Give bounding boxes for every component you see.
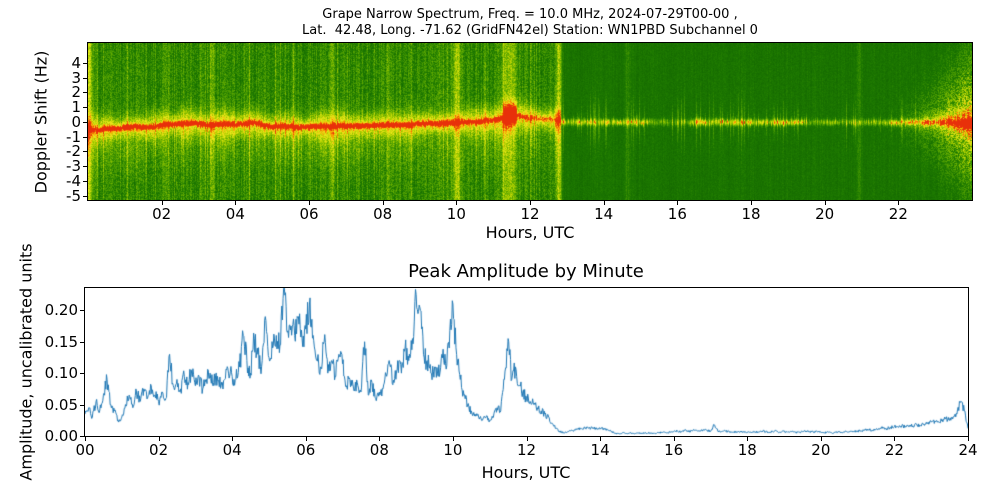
y-tick-label: 1	[71, 98, 81, 117]
x-tick-mark	[898, 201, 900, 205]
y-tick-label: 0.20	[44, 301, 78, 320]
y-tick-label: -1	[66, 127, 81, 146]
spectrogram-plot-area	[87, 42, 973, 201]
x-tick-mark	[382, 201, 384, 205]
x-tick-mark	[235, 201, 237, 205]
y-tick-mark	[83, 195, 87, 197]
spectrogram-x-axis-label: Hours, UTC	[485, 223, 575, 242]
y-tick-mark	[83, 77, 87, 79]
x-tick-label: 06	[299, 205, 319, 223]
x-tick-label: 24	[958, 441, 978, 459]
y-tick-label: 3	[71, 68, 81, 87]
y-tick-label: 2	[71, 83, 81, 102]
x-tick-mark	[751, 201, 752, 205]
y-tick-mark	[83, 62, 87, 64]
x-tick-mark	[456, 201, 458, 205]
amplitude-canvas	[85, 288, 968, 436]
x-tick-mark	[379, 437, 381, 441]
x-tick-mark	[530, 201, 531, 205]
y-tick-mark	[80, 373, 84, 375]
y-tick-mark	[83, 92, 87, 94]
x-tick-mark	[526, 437, 528, 441]
x-tick-mark	[747, 437, 749, 441]
x-tick-label: 00	[75, 441, 95, 459]
y-tick-label: -4	[66, 171, 81, 190]
y-tick-mark	[83, 166, 87, 168]
x-tick-label: 18	[741, 205, 761, 223]
x-tick-label: 02	[149, 441, 169, 459]
x-tick-label: 12	[520, 205, 540, 223]
x-tick-mark	[968, 437, 969, 441]
x-tick-mark	[600, 437, 602, 441]
x-tick-label: 22	[884, 441, 904, 459]
y-tick-mark	[83, 107, 87, 109]
y-tick-label: 0	[71, 112, 81, 131]
x-tick-mark	[824, 201, 826, 205]
figure-title-line2: Lat. 42.48, Long. -71.62 (GridFN42el) St…	[302, 23, 758, 38]
x-tick-label: 18	[737, 441, 757, 459]
y-tick-mark	[80, 404, 84, 406]
x-tick-label: 10	[443, 441, 463, 459]
x-tick-mark	[158, 437, 160, 441]
y-tick-label: -5	[66, 186, 81, 205]
x-tick-mark	[161, 201, 163, 205]
x-tick-mark	[452, 437, 454, 441]
spectrogram-canvas	[88, 43, 972, 200]
amplitude-x-axis-label: Hours, UTC	[481, 463, 571, 482]
x-tick-label: 20	[811, 441, 831, 459]
y-tick-mark	[80, 341, 84, 343]
x-tick-mark	[673, 437, 675, 441]
x-tick-label: 08	[373, 205, 393, 223]
x-tick-mark	[677, 201, 679, 205]
amplitude-plot-area	[84, 287, 969, 437]
y-tick-mark	[80, 310, 84, 312]
x-tick-label: 22	[888, 205, 908, 223]
x-tick-mark	[305, 437, 307, 441]
x-tick-label: 10	[446, 205, 466, 223]
y-tick-mark	[83, 121, 87, 123]
y-tick-mark	[83, 136, 87, 138]
x-tick-label: 04	[225, 205, 245, 223]
y-tick-mark	[80, 436, 84, 437]
y-tick-label: 4	[71, 53, 81, 72]
x-tick-label: 16	[664, 441, 684, 459]
amplitude-y-axis-label: Amplitude, uncalibrated units	[16, 243, 36, 481]
x-tick-mark	[309, 201, 310, 205]
x-tick-label: 20	[815, 205, 835, 223]
amplitude-chart-title: Peak Amplitude by Minute	[408, 261, 644, 282]
y-tick-label: 0.15	[44, 332, 78, 351]
x-tick-label: 14	[594, 205, 614, 223]
x-tick-label: 08	[369, 441, 389, 459]
x-tick-label: 02	[152, 205, 172, 223]
y-tick-label: 0.10	[44, 364, 78, 383]
x-tick-mark	[85, 437, 86, 441]
y-tick-label: 0.00	[44, 427, 78, 445]
x-tick-mark	[894, 437, 896, 441]
x-tick-label: 12	[516, 441, 537, 459]
figure-title-line1: Grape Narrow Spectrum, Freq. = 10.0 MHz,…	[322, 7, 738, 22]
y-tick-label: 0.05	[44, 395, 78, 414]
y-tick-label: -3	[66, 157, 81, 176]
x-tick-label: 16	[667, 205, 687, 223]
x-tick-mark	[603, 201, 605, 205]
x-tick-label: 14	[590, 441, 610, 459]
x-tick-label: 04	[222, 441, 242, 459]
x-tick-label: 06	[296, 441, 316, 459]
y-tick-label: -2	[66, 142, 81, 161]
y-tick-mark	[83, 151, 87, 153]
figure-title: Grape Narrow Spectrum, Freq. = 10.0 MHz,…	[0, 7, 1000, 39]
x-tick-mark	[820, 437, 822, 441]
y-tick-mark	[83, 180, 87, 182]
x-tick-mark	[232, 437, 234, 441]
